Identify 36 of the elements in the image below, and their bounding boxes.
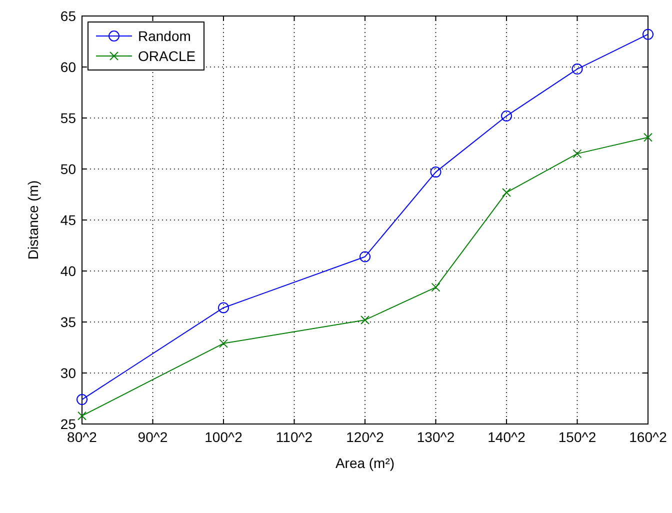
x-tick-label: 120^2: [346, 429, 384, 445]
y-tick-label: 30: [60, 365, 76, 381]
y-tick-label: 40: [60, 263, 76, 279]
point: [572, 149, 582, 158]
x-tick-label: 140^2: [488, 429, 526, 445]
x-tick-label: 130^2: [416, 429, 455, 445]
y-tick-label: 60: [60, 59, 76, 75]
x-tick-label: 80^2: [67, 429, 98, 445]
x-tick-label: 110^2: [276, 429, 313, 445]
y-tick-label: 35: [60, 314, 76, 330]
point: [219, 338, 228, 348]
point: [430, 166, 442, 178]
y-tick-label: 45: [60, 212, 76, 228]
x-tick-label: 100^2: [204, 429, 243, 445]
y-tick-label: 65: [60, 8, 76, 24]
point: [360, 251, 370, 262]
point: [642, 28, 654, 40]
point: [502, 188, 511, 197]
point: [431, 282, 440, 292]
point: [76, 394, 88, 406]
point: [644, 132, 652, 142]
x-axis-title: Area (m²): [335, 455, 395, 471]
legend-label: Random: [138, 28, 191, 44]
point: [572, 64, 583, 75]
x-tick-label: 160^2: [629, 429, 668, 445]
point: [218, 302, 229, 314]
y-tick-label: 50: [60, 161, 76, 177]
x-tick-label: 90^2: [138, 429, 168, 445]
y-axis-title: Distance (m): [25, 180, 41, 260]
point: [78, 411, 86, 420]
point: [360, 315, 370, 324]
legend-label: ORACLE: [138, 48, 196, 64]
x-tick-label: 150^2: [558, 429, 596, 445]
y-tick-label: 55: [60, 110, 76, 126]
point: [501, 110, 512, 122]
y-tick-label: 25: [60, 416, 76, 432]
